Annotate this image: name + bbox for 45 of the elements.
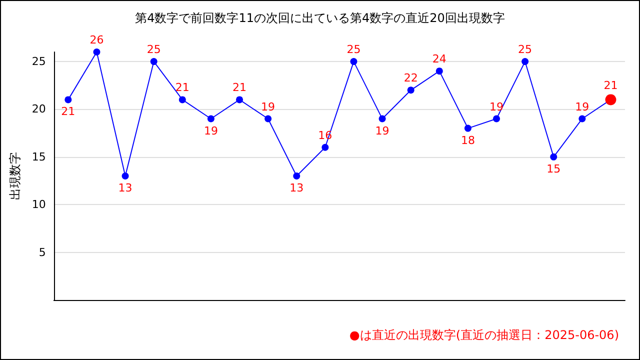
data-label: 24 (432, 52, 446, 66)
text: ●は直近の出現数字(直近の抽選日：2025-06-06) (349, 328, 620, 342)
data-label: 21 (61, 105, 76, 118)
y-tick-label: 25 (32, 55, 46, 68)
data-label: 19 (375, 124, 390, 138)
point (378, 115, 386, 122)
point (150, 58, 158, 66)
data-label: 21 (604, 79, 618, 92)
point (436, 68, 443, 75)
data-label: 13 (290, 182, 304, 194)
data-label: 15 (546, 162, 561, 176)
data-label: 25 (346, 43, 361, 56)
y-tick-label: 15 (32, 150, 46, 164)
point (350, 58, 358, 66)
data-label: 26 (90, 34, 104, 46)
chart-title: 第4数字で前回数字11の次回に出ている第4数字の直近20回出現数字 (135, 11, 505, 25)
point (322, 144, 329, 151)
data-label: 22 (404, 72, 418, 85)
point (64, 96, 72, 104)
data-label: 13 (118, 182, 132, 194)
data-label: 21 (175, 81, 190, 94)
point (464, 124, 472, 132)
data-label: 25 (146, 43, 161, 56)
y-tick-label: 20 (32, 102, 46, 116)
point (178, 96, 186, 104)
data-label: 19 (204, 124, 218, 138)
y-axis-title: 出現数字 (8, 152, 22, 200)
point (407, 86, 414, 94)
point (522, 58, 529, 66)
data-label: 18 (460, 134, 475, 147)
point (264, 115, 272, 122)
point (93, 48, 100, 56)
point (293, 172, 300, 180)
point (207, 115, 214, 122)
data-label: 25 (518, 43, 532, 56)
data-label: 19 (261, 100, 276, 114)
point (493, 115, 500, 122)
data-label: 19 (575, 100, 590, 114)
point (578, 115, 586, 122)
point (236, 96, 244, 104)
y-tick-label: 5 (38, 246, 46, 259)
point (122, 172, 129, 180)
point (550, 153, 558, 160)
y-tick-label: 10 (32, 198, 46, 212)
data-label: 21 (232, 81, 247, 94)
